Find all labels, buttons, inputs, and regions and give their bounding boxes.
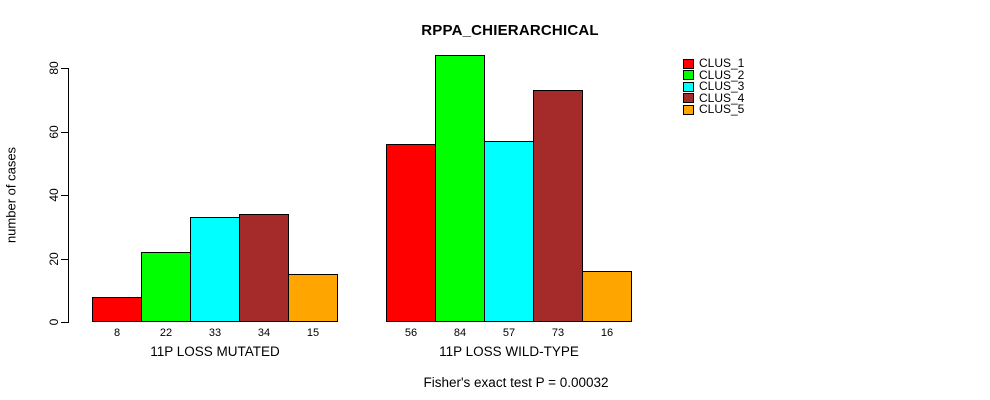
legend: CLUS_1 CLUS_2 CLUS_3 CLUS_4 CLUS_5 (683, 56, 745, 117)
legend-item: CLUS_3 (683, 79, 745, 94)
legend-item: CLUS_1 (683, 56, 745, 71)
legend-swatch (683, 58, 694, 69)
y-axis-tick (61, 68, 68, 69)
fisher-test-annotation: Fisher's exact test P = 0.00032 (423, 375, 609, 390)
y-axis-tick-label: 0 (47, 318, 61, 326)
y-axis-tick (61, 195, 68, 196)
bar-value-label: 73 (551, 327, 565, 339)
bar-value-label: 34 (257, 327, 271, 339)
bar (92, 296, 142, 322)
y-axis-line (68, 68, 69, 323)
y-axis-tick (61, 258, 68, 260)
group-label: 11P LOSS MUTATED (150, 344, 280, 359)
bar (190, 217, 240, 322)
legend-label: CLUS_5 (699, 102, 745, 117)
bar-value-label: 22 (159, 327, 173, 339)
bar-value-label: 8 (113, 327, 121, 339)
bar (288, 274, 338, 322)
y-axis-tick-label: 60 (47, 124, 61, 139)
y-axis-title: number of cases (3, 146, 19, 244)
y-axis-tick (61, 322, 68, 323)
legend-swatch (683, 81, 694, 92)
legend-swatch (683, 93, 694, 104)
legend-swatch (683, 104, 694, 115)
legend-label: CLUS_1 (699, 56, 745, 71)
bar (141, 252, 191, 322)
y-axis-tick (61, 131, 68, 133)
legend-label: CLUS_4 (699, 90, 745, 105)
legend-label: CLUS_2 (699, 67, 745, 82)
bar-value-label: 15 (306, 327, 320, 339)
legend-item: CLUS_4 (683, 90, 745, 105)
bar (386, 144, 436, 322)
y-axis-tick-label: 40 (47, 188, 61, 202)
legend-swatch (683, 70, 694, 81)
bar (435, 55, 485, 322)
bar (239, 214, 289, 322)
chart-title: RPPA_CHIERARCHICAL (421, 22, 599, 39)
bar-value-label: 57 (502, 327, 516, 339)
y-axis-tick-label: 20 (47, 251, 61, 266)
bar (484, 141, 534, 322)
bar-value-label: 16 (600, 327, 614, 339)
bar-value-label: 33 (208, 327, 222, 339)
y-axis-tick-label: 80 (47, 61, 61, 75)
bar-value-label: 56 (404, 327, 418, 339)
bar-value-label: 84 (453, 327, 467, 339)
bar (533, 90, 583, 322)
legend-item: CLUS_5 (683, 102, 745, 117)
group-label: 11P LOSS WILD-TYPE (439, 344, 579, 359)
legend-item: CLUS_2 (683, 67, 745, 82)
legend-label: CLUS_3 (699, 79, 745, 94)
bar (582, 271, 632, 322)
